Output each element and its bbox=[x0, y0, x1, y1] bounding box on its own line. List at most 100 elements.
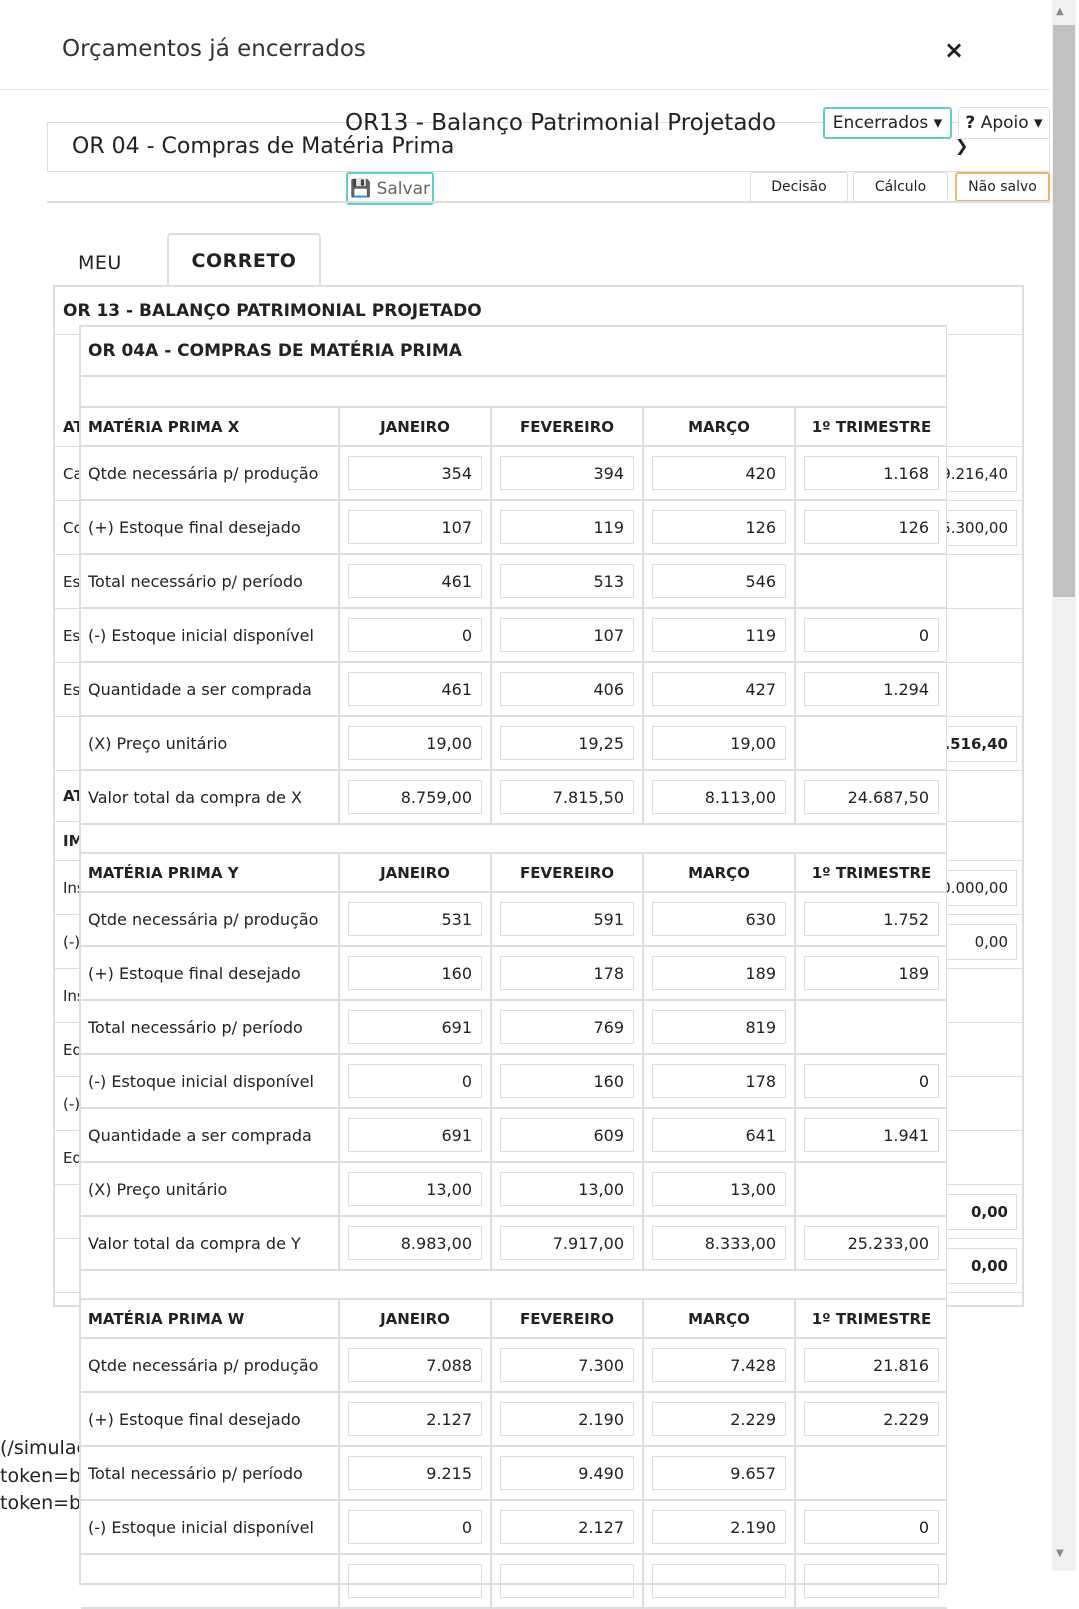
balanco-value-input[interactable]: 0.000,00 bbox=[945, 869, 1017, 906]
value-input[interactable]: 0 bbox=[804, 618, 939, 652]
value-input[interactable]: 8.983,00 bbox=[348, 1226, 482, 1260]
value-input[interactable]: 1.168 bbox=[804, 456, 939, 490]
value-input[interactable]: 8.333,00 bbox=[652, 1226, 786, 1260]
value-input[interactable]: 354 bbox=[348, 456, 482, 490]
value-input[interactable]: 7.300 bbox=[500, 1348, 634, 1382]
value-input[interactable]: 2.229 bbox=[652, 1402, 786, 1436]
value-input[interactable]: 531 bbox=[348, 902, 482, 936]
value-input[interactable]: 24.687,50 bbox=[804, 780, 939, 814]
table-row: Quantidade a ser comprada 691 609 641 1.941 bbox=[81, 1109, 947, 1163]
value-input[interactable]: 25.233,00 bbox=[804, 1226, 939, 1260]
value-input[interactable]: 19,00 bbox=[652, 726, 786, 760]
value-input[interactable]: 178 bbox=[500, 956, 634, 990]
value-input[interactable]: 691 bbox=[348, 1118, 482, 1152]
value-input[interactable]: 2.190 bbox=[500, 1402, 634, 1436]
value-input[interactable]: 691 bbox=[348, 1010, 482, 1044]
save-button[interactable]: 💾 Salvar bbox=[346, 172, 434, 205]
value-input[interactable]: 1.294 bbox=[804, 672, 939, 706]
nao-salvo-button[interactable]: Não salvo bbox=[955, 172, 1050, 202]
value-input[interactable]: 119 bbox=[500, 510, 634, 544]
value-input[interactable]: 427 bbox=[652, 672, 786, 706]
balanco-row-label: Ca bbox=[63, 464, 83, 483]
value-input[interactable]: 406 bbox=[500, 672, 634, 706]
value-input[interactable]: 0 bbox=[804, 1064, 939, 1098]
value-input[interactable]: 9.657 bbox=[652, 1456, 786, 1490]
chevron-down-icon[interactable]: ❯ bbox=[955, 136, 969, 155]
value-input[interactable]: 2.127 bbox=[500, 1510, 634, 1544]
tab-meu[interactable]: MEU bbox=[78, 252, 122, 274]
value-input[interactable]: 178 bbox=[652, 1064, 786, 1098]
scrollbar-thumb[interactable] bbox=[1053, 25, 1075, 597]
value-input[interactable]: 189 bbox=[804, 956, 939, 990]
value-input[interactable]: 13,00 bbox=[652, 1172, 786, 1206]
value-input[interactable]: 7.088 bbox=[348, 1348, 482, 1382]
value-input[interactable]: 420 bbox=[652, 456, 786, 490]
value-cell: 420 bbox=[644, 447, 796, 499]
value-input[interactable]: 609 bbox=[500, 1118, 634, 1152]
scroll-up-icon[interactable]: ▲ bbox=[1056, 6, 1064, 17]
value-input[interactable]: 1.941 bbox=[804, 1118, 939, 1152]
balanco-value-input[interactable]: 0,00 bbox=[945, 1193, 1017, 1230]
value-input[interactable]: 7.917,00 bbox=[500, 1226, 634, 1260]
value-input[interactable] bbox=[804, 1564, 939, 1598]
scroll-down-icon[interactable]: ▼ bbox=[1056, 1548, 1064, 1559]
value-input[interactable]: 21.816 bbox=[804, 1348, 939, 1382]
value-input[interactable]: 394 bbox=[500, 456, 634, 490]
value-input[interactable]: 0 bbox=[348, 618, 482, 652]
value-input[interactable]: 546 bbox=[652, 564, 786, 598]
value-input[interactable]: 2.127 bbox=[348, 1402, 482, 1436]
value-cell: 13,00 bbox=[340, 1163, 492, 1215]
value-input[interactable]: 19,00 bbox=[348, 726, 482, 760]
balanco-value-input[interactable]: 0,00 bbox=[945, 1247, 1017, 1284]
value-input[interactable] bbox=[500, 1564, 634, 1598]
balanco-value-input[interactable]: 4.516,40 bbox=[945, 725, 1017, 762]
value-input[interactable]: 7.815,50 bbox=[500, 780, 634, 814]
value-input[interactable]: 119 bbox=[652, 618, 786, 652]
report-select-panel[interactable] bbox=[47, 122, 1050, 172]
value-input[interactable] bbox=[652, 1564, 786, 1598]
value-input[interactable]: 0 bbox=[804, 1510, 939, 1544]
value-cell: 9.657 bbox=[644, 1447, 796, 1499]
value-input[interactable]: 461 bbox=[348, 672, 482, 706]
value-input[interactable]: 641 bbox=[652, 1118, 786, 1152]
report-select-title[interactable]: OR 04 - Compras de Matéria Prima bbox=[72, 134, 455, 159]
value-input[interactable]: 8.759,00 bbox=[348, 780, 482, 814]
balanco-value-input[interactable]: 0,00 bbox=[945, 923, 1017, 960]
value-input[interactable]: 19,25 bbox=[500, 726, 634, 760]
value-input[interactable]: 0 bbox=[348, 1064, 482, 1098]
value-input[interactable]: 8.113,00 bbox=[652, 780, 786, 814]
value-input[interactable]: 107 bbox=[348, 510, 482, 544]
value-input[interactable]: 126 bbox=[652, 510, 786, 544]
decisao-button[interactable]: Decisão bbox=[750, 172, 848, 202]
apoio-dropdown[interactable]: ? Apoio ▾ bbox=[958, 107, 1050, 139]
value-input[interactable]: 13,00 bbox=[348, 1172, 482, 1206]
value-input[interactable]: 107 bbox=[500, 618, 634, 652]
value-input[interactable]: 461 bbox=[348, 564, 482, 598]
value-input[interactable]: 7.428 bbox=[652, 1348, 786, 1382]
close-icon[interactable]: × bbox=[944, 36, 965, 64]
value-input[interactable]: 9.215 bbox=[348, 1456, 482, 1490]
value-input[interactable]: 2.190 bbox=[652, 1510, 786, 1544]
value-input[interactable]: 591 bbox=[500, 902, 634, 936]
balanco-value-input[interactable]: 9.216,40 bbox=[945, 455, 1017, 492]
value-cell: 7.428 bbox=[644, 1339, 796, 1391]
value-input[interactable]: 630 bbox=[652, 902, 786, 936]
value-input[interactable]: 160 bbox=[500, 1064, 634, 1098]
value-input[interactable]: 2.229 bbox=[804, 1402, 939, 1436]
balanco-value-input[interactable]: 5.300,00 bbox=[945, 509, 1017, 546]
value-input[interactable]: 819 bbox=[652, 1010, 786, 1044]
value-input[interactable]: 513 bbox=[500, 564, 634, 598]
value-cell: 461 bbox=[340, 663, 492, 715]
value-input[interactable]: 189 bbox=[652, 956, 786, 990]
calculo-button[interactable]: Cálculo bbox=[853, 172, 948, 202]
tab-correto[interactable]: CORRETO bbox=[167, 233, 321, 287]
value-input[interactable]: 13,00 bbox=[500, 1172, 634, 1206]
value-input[interactable]: 769 bbox=[500, 1010, 634, 1044]
value-input[interactable] bbox=[348, 1564, 482, 1598]
value-input[interactable]: 160 bbox=[348, 956, 482, 990]
value-input[interactable]: 0 bbox=[348, 1510, 482, 1544]
encerrados-dropdown[interactable]: Encerrados ▾ bbox=[823, 107, 952, 139]
value-input[interactable]: 126 bbox=[804, 510, 939, 544]
value-input[interactable]: 1.752 bbox=[804, 902, 939, 936]
value-input[interactable]: 9.490 bbox=[500, 1456, 634, 1490]
